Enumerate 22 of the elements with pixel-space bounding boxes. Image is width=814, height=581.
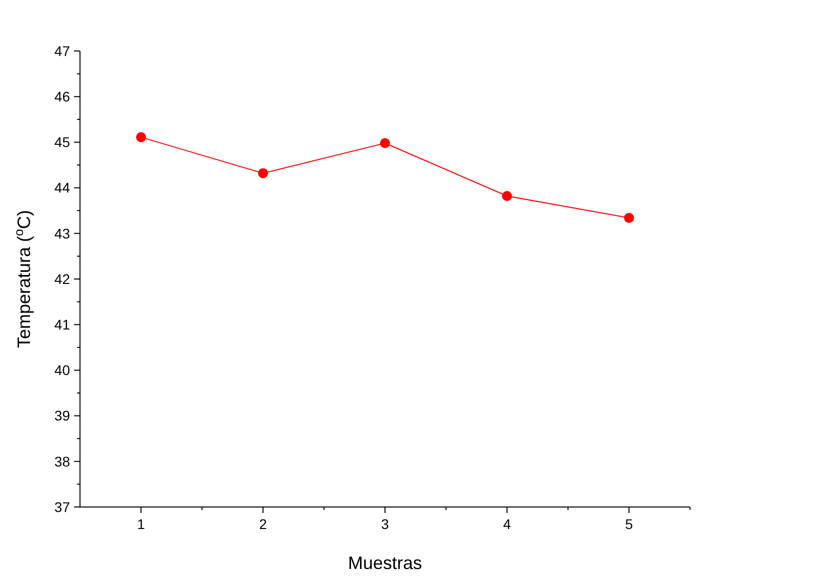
y-tick-label: 37 (54, 498, 70, 515)
y-tick-label: 43 (54, 225, 70, 242)
point (380, 138, 390, 148)
y-tick-label: 44 (54, 180, 70, 196)
y-tick-label: 46 (54, 88, 70, 104)
y-tick-label: 38 (54, 453, 70, 470)
point (136, 132, 146, 142)
y-tick-label: 40 (54, 362, 70, 378)
x-tick-label: 2 (259, 516, 268, 532)
point (258, 168, 268, 178)
x-axis-title: Muestras (348, 553, 422, 573)
x-tick-label: 3 (381, 516, 390, 532)
y-tick-label: 42 (54, 270, 70, 287)
y-tick-label: 47 (54, 42, 70, 59)
x-tick-label: 1 (137, 516, 146, 532)
x-tick-label: 5 (625, 516, 634, 532)
y-tick-label: 41 (54, 316, 70, 332)
point (624, 212, 634, 223)
y-tick-label: 45 (54, 134, 70, 150)
point (502, 191, 512, 202)
x-tick-label: 4 (503, 516, 512, 532)
y-tick-label: 39 (54, 408, 70, 424)
